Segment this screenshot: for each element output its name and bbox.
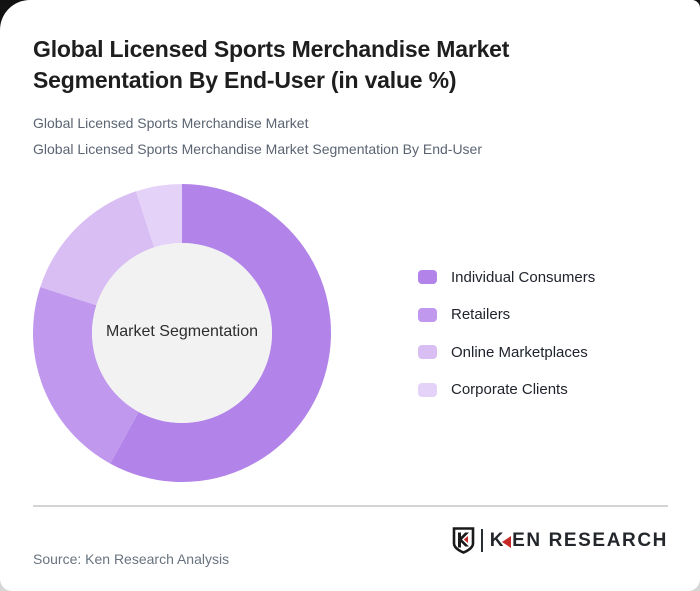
donut-slice-online-marketplaces[interactable] xyxy=(40,191,155,306)
donut-hole xyxy=(92,243,272,423)
legend-label: Online Marketplaces xyxy=(451,343,588,361)
legend-label: Retailers xyxy=(451,306,511,323)
legend-label: Individual Consumers xyxy=(451,268,596,286)
logo-text-rest: EN RESEARCH xyxy=(512,529,668,551)
chart-subtitle-line2: Global Licensed Sports Merchandise Marke… xyxy=(33,141,482,157)
legend-swatch-icon xyxy=(418,270,437,284)
legend-item-individual-consumers[interactable]: Individual Consumers xyxy=(418,268,595,286)
chart-subtitle-line1: Global Licensed Sports Merchandise Marke… xyxy=(33,115,309,131)
logo-text: K EN RESEARCH xyxy=(490,530,668,552)
legend-label: Corporate Clients xyxy=(451,381,568,398)
logo-separator xyxy=(480,529,483,552)
logo-shield-icon xyxy=(452,527,475,554)
donut-chart: Market Segmentation xyxy=(32,183,332,483)
donut-slice-individual-consumers[interactable] xyxy=(110,184,332,483)
source-text: Source: Ken Research Analysis xyxy=(33,551,230,567)
footer-divider xyxy=(33,505,668,507)
legend-item-retailers[interactable]: Retailers xyxy=(418,306,595,324)
legend-swatch-icon xyxy=(418,345,437,359)
legend-item-online-marketplaces[interactable]: Online Marketplaces xyxy=(418,343,595,361)
chart-title: Global Licensed Sports Merchandise Marke… xyxy=(33,36,510,93)
logo-text-k: K xyxy=(489,529,506,551)
chart-subtitle-block: Global Licensed Sports Merchandise Marke… xyxy=(33,110,673,162)
donut-slice-corporate-clients[interactable] xyxy=(135,184,182,248)
logo-red-triangle-icon xyxy=(502,535,512,548)
chart-legend: Individual Consumers Retailers Online Ma… xyxy=(418,268,595,418)
donut-slice-retailers[interactable] xyxy=(32,286,139,464)
donut-svg xyxy=(32,184,332,483)
legend-swatch-icon xyxy=(418,382,437,397)
legend-item-corporate-clients[interactable]: Corporate Clients xyxy=(418,381,595,399)
donut-center-label: Market Segmentation xyxy=(105,323,259,340)
ken-research-logo: K EN RESEARCH xyxy=(452,527,668,554)
legend-swatch-icon xyxy=(418,307,437,322)
logo-shield-red-triangle-icon xyxy=(463,536,468,543)
